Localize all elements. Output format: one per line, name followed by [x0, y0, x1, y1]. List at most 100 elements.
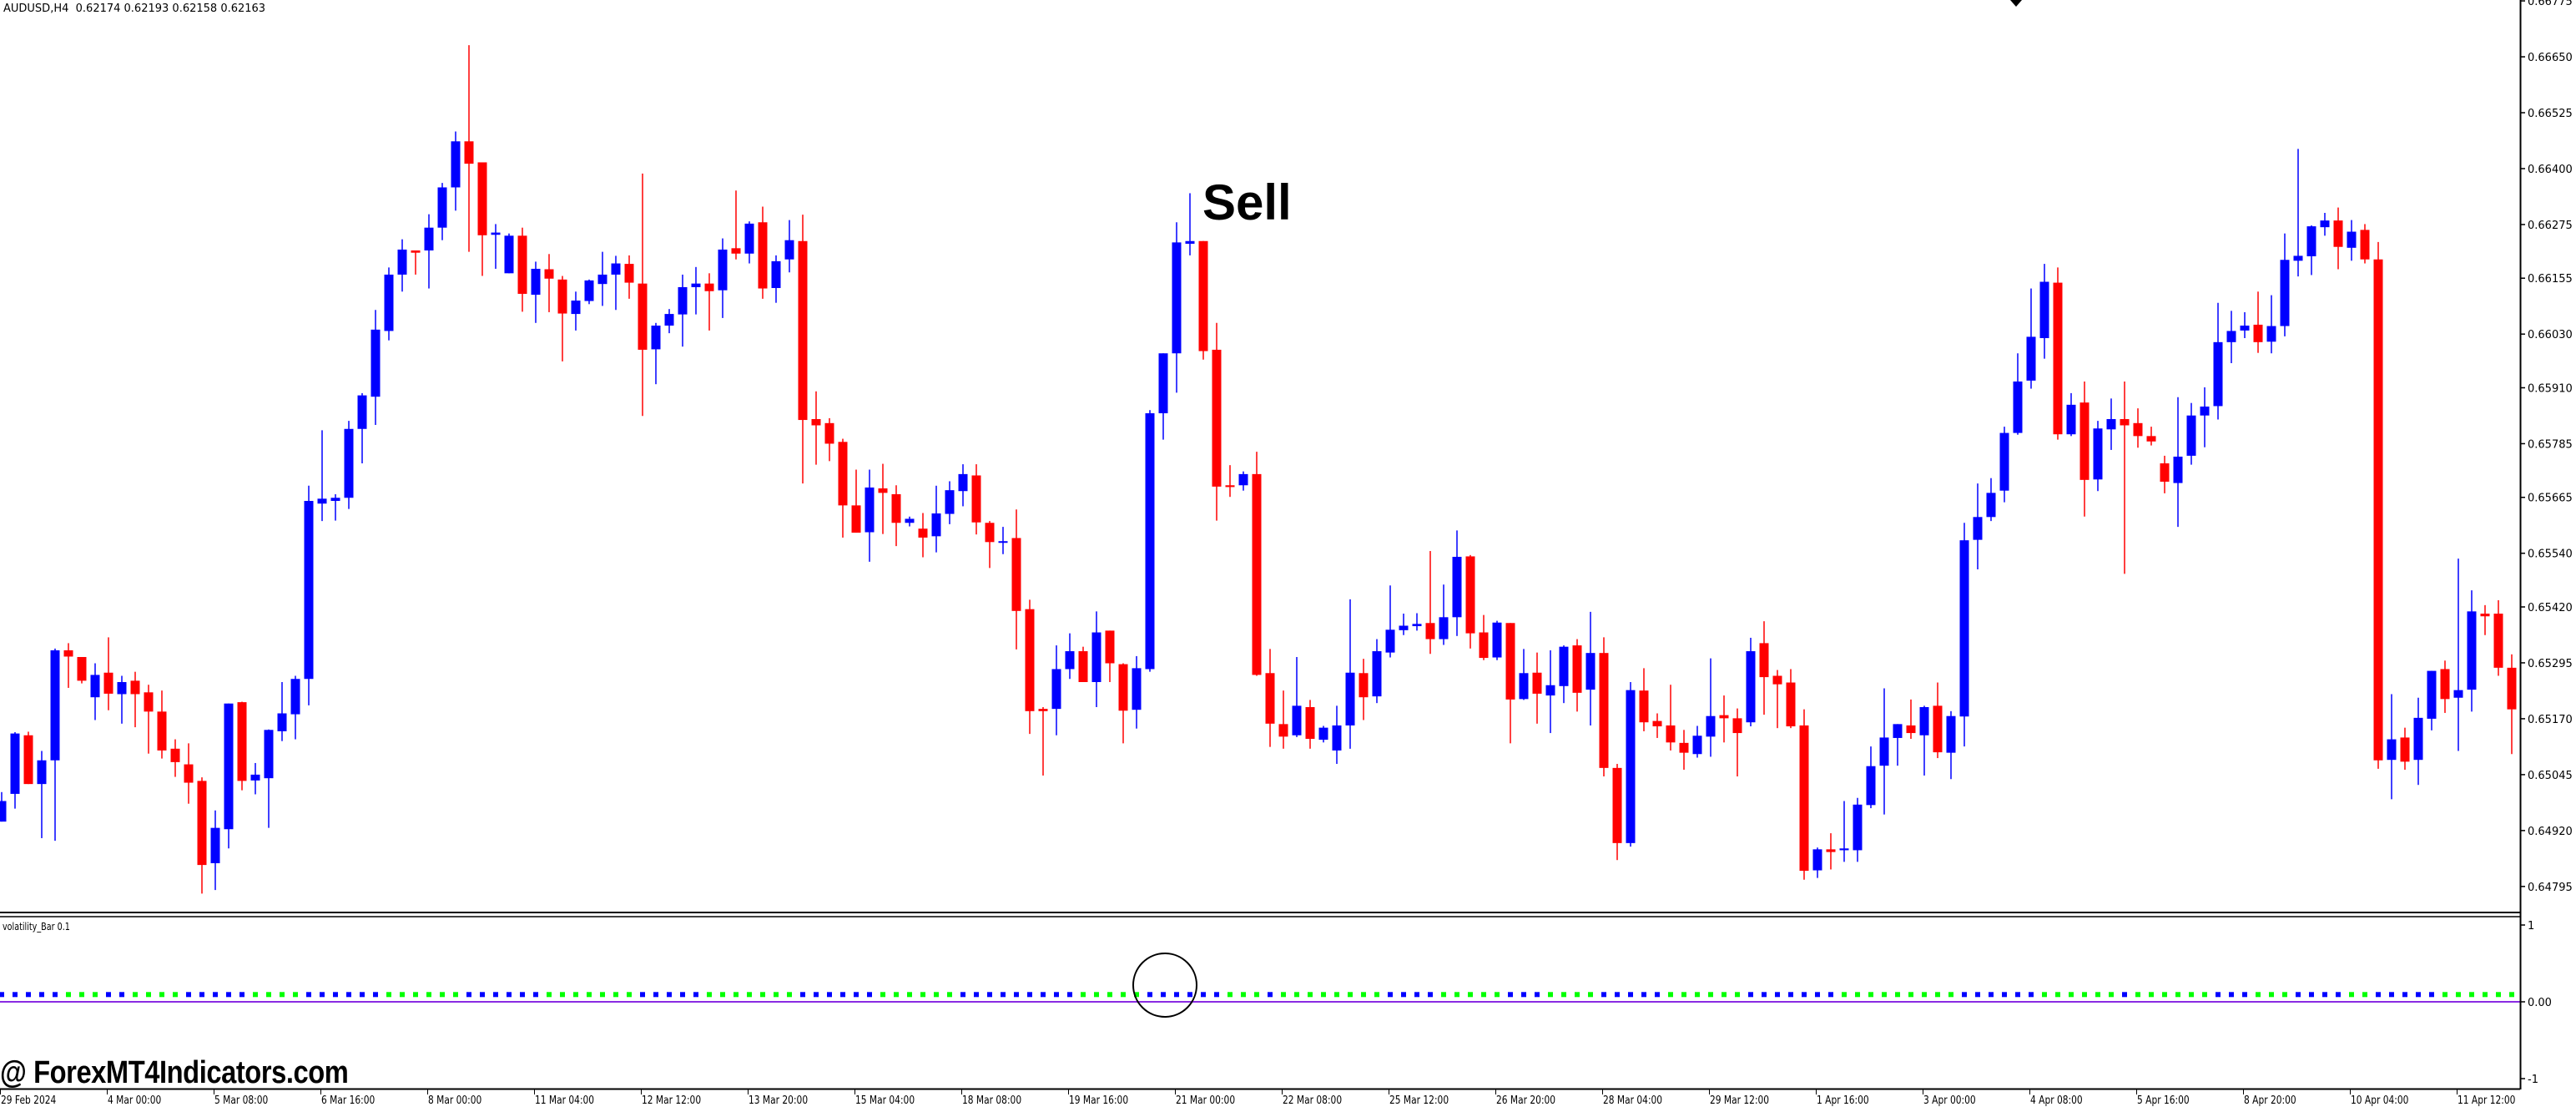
volatility-dot [360, 992, 365, 998]
candle [2066, 392, 2076, 437]
volatility-dot [1922, 992, 1927, 998]
candle-body [2400, 737, 2410, 762]
candle-body [10, 733, 20, 794]
candle-body [1051, 669, 1061, 710]
volatility-dot [2149, 992, 2154, 998]
candle [157, 690, 167, 759]
candle-body [2133, 422, 2143, 437]
candle-body [237, 702, 247, 781]
volatility-dot [2309, 992, 2314, 998]
candle [851, 469, 861, 533]
candle-body [344, 428, 354, 498]
volatility-dot [413, 992, 418, 998]
candle [464, 45, 474, 252]
candle-body [1772, 675, 1782, 685]
candle [945, 481, 955, 524]
candle-body [2226, 331, 2236, 342]
candle [1999, 427, 2009, 503]
candle [1412, 613, 1422, 631]
candle-body [664, 314, 674, 326]
volatility-dot [814, 992, 819, 998]
candle-body [985, 523, 995, 543]
candle [1225, 465, 1235, 498]
price-label: 0.66030 [2528, 329, 2573, 341]
candle [317, 430, 327, 522]
volatility-dot [1561, 992, 1566, 998]
volatility-dot [2095, 992, 2100, 998]
candle-body [1492, 622, 1502, 658]
candle-body [1252, 473, 1262, 675]
volatility-dot [1428, 992, 1433, 998]
indicator-axis-label: -1 [2528, 1074, 2538, 1086]
candle-body [1559, 646, 1569, 686]
candle-body [1198, 240, 1208, 351]
candle-body [691, 283, 701, 287]
candle-body [1666, 725, 1676, 743]
candle [1906, 699, 1916, 740]
volatility-dot [146, 992, 151, 998]
volatility-dot [320, 992, 325, 998]
time-label: 4 Apr 08:00 [2030, 1094, 2083, 1106]
candle-body [451, 141, 461, 188]
volatility-dot [613, 992, 618, 998]
candle-body [1038, 709, 1048, 711]
time-label: 5 Mar 08:00 [214, 1094, 268, 1106]
volatility-dot [2256, 992, 2261, 998]
candle-body [290, 679, 300, 715]
time-label: 4 Mar 00:00 [108, 1094, 161, 1106]
candle [1492, 620, 1502, 660]
candle [1519, 649, 1529, 700]
price-label: 0.66275 [2528, 220, 2573, 232]
candle-body [2146, 436, 2156, 442]
volatility-dot [680, 992, 685, 998]
candle-body [1759, 643, 1769, 678]
candle-body [2440, 669, 2450, 700]
time-label: 10 Apr 04:00 [2351, 1094, 2408, 1106]
candle-body [384, 274, 394, 331]
volatility-dot [266, 992, 271, 998]
indicator-axis-label: 0.00 [2528, 997, 2552, 1009]
candle-body [1091, 632, 1101, 682]
candle [731, 190, 741, 260]
volatility-dot [1508, 992, 1513, 998]
volatility-dot [400, 992, 405, 998]
candle-body [264, 730, 274, 779]
candle [1479, 614, 1489, 660]
candle [891, 485, 901, 547]
candle-body [931, 513, 941, 537]
candle-body [718, 249, 728, 291]
candle [1545, 650, 1555, 734]
candle [1612, 764, 1622, 861]
volatility-dot [800, 992, 805, 998]
candle-body [1479, 632, 1489, 659]
candle-body [584, 280, 594, 301]
candle-body [2120, 418, 2130, 426]
candle [2186, 402, 2196, 465]
candle-body [1599, 653, 1609, 768]
time-label: 28 Mar 04:00 [1603, 1094, 1662, 1106]
candles-layer [0, 45, 2517, 894]
candle [2026, 288, 2036, 389]
candle [1212, 322, 1222, 521]
volatility-dot [1334, 992, 1339, 998]
time-label: 13 Mar 20:00 [749, 1094, 808, 1106]
candle-body [1626, 690, 1636, 843]
volatility-dot [867, 992, 872, 998]
candle [2333, 207, 2343, 270]
time-label: 3 Apr 00:00 [1923, 1094, 1976, 1106]
volatility-dot [453, 992, 458, 998]
time-label: 21 Mar 00:00 [1176, 1094, 1235, 1106]
candle-body [250, 774, 260, 781]
candle [424, 214, 434, 289]
volatility-dot [2135, 992, 2140, 998]
candle [1986, 478, 1996, 522]
candle-body [1786, 682, 1796, 727]
candle-body [1225, 485, 1235, 488]
price-label: 0.66155 [2528, 273, 2573, 286]
candle-body [611, 263, 621, 275]
candle [905, 516, 915, 527]
volatility-dot [653, 992, 658, 998]
time-label: 11 Apr 12:00 [2458, 1094, 2515, 1106]
candle-body [157, 711, 167, 751]
